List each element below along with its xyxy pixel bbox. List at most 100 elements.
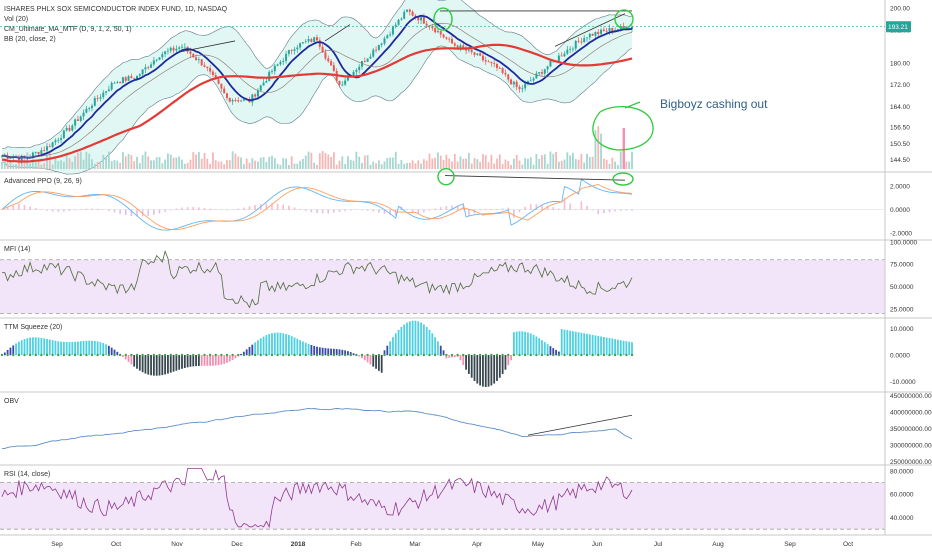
candle-body xyxy=(426,24,428,26)
ppo-histogram-bar xyxy=(249,206,251,210)
squeeze-histogram-bar xyxy=(325,348,327,355)
volume-bar xyxy=(355,152,357,169)
volume-bar xyxy=(451,161,453,169)
volume-bar xyxy=(302,159,304,169)
volume-bar xyxy=(336,165,338,169)
squeeze-histogram-bar xyxy=(389,341,391,355)
volume-bar xyxy=(370,165,372,169)
squeeze-dot xyxy=(350,354,352,356)
volume-bar xyxy=(229,160,231,169)
squeeze-dot xyxy=(507,354,509,356)
volume-bar xyxy=(97,162,99,169)
volume-bar xyxy=(440,156,442,169)
divergence-line xyxy=(445,176,625,181)
ppo-histogram-bar xyxy=(52,210,54,212)
candle-body xyxy=(167,51,169,52)
candle-body xyxy=(594,32,596,36)
squeeze-dot xyxy=(6,354,8,356)
candle-body xyxy=(285,54,287,61)
ppo-histogram-bar xyxy=(29,206,31,210)
ppo-histogram-bar xyxy=(181,208,183,210)
volume-bar xyxy=(133,161,135,169)
squeeze-dot xyxy=(158,354,160,356)
squeeze-histogram-bar xyxy=(254,342,256,355)
indicator-label: BB (20, close, 2) xyxy=(4,36,56,43)
squeeze-dot xyxy=(417,354,419,356)
squeeze-dot xyxy=(395,354,397,356)
volume-bar xyxy=(240,157,242,169)
volume-bar xyxy=(533,165,535,169)
volume-bar xyxy=(282,158,284,169)
candle-body xyxy=(471,49,473,52)
squeeze-histogram-bar xyxy=(55,341,57,356)
ppo-histogram-bar xyxy=(614,210,616,212)
squeeze-histogram-bar xyxy=(479,355,481,385)
candle-body xyxy=(482,56,484,61)
squeeze-dot xyxy=(344,354,346,356)
volume-bar xyxy=(510,165,512,169)
squeeze-dot xyxy=(237,354,239,356)
ppo-histogram-bar xyxy=(12,205,14,210)
squeeze-dot xyxy=(46,354,48,356)
ppo-histogram-bar xyxy=(63,210,65,212)
squeeze-histogram-bar xyxy=(46,339,48,355)
candle-body xyxy=(74,119,76,125)
volume-bar xyxy=(114,160,116,169)
ppo-histogram-bar xyxy=(288,206,290,210)
squeeze-histogram-bar xyxy=(94,341,96,355)
volume-bar xyxy=(128,154,130,169)
ppo-histogram-bar xyxy=(209,209,211,210)
squeeze-dot xyxy=(85,354,87,356)
ppo-histogram-bar xyxy=(558,209,560,210)
squeeze-histogram-bar xyxy=(229,355,231,362)
volume-bar xyxy=(564,160,566,169)
squeeze-dot xyxy=(530,354,532,356)
volume-bar xyxy=(445,155,447,169)
ppo-histogram-bar xyxy=(215,209,217,210)
volume-bar xyxy=(15,164,17,169)
highlight-circle xyxy=(438,169,454,185)
squeeze-histogram-bar xyxy=(235,355,237,358)
squeeze-dot xyxy=(321,354,323,356)
squeeze-dot xyxy=(12,354,14,356)
volume-bar xyxy=(164,160,166,169)
candle-body xyxy=(406,10,408,12)
volume-bar xyxy=(285,159,287,169)
volume-bar xyxy=(555,152,557,169)
ppo-histogram-bar xyxy=(423,210,425,213)
indicator-label: CM_Ultimate_MA_MTF (D, 9, 1, 2, 50, 1) xyxy=(4,26,132,33)
squeeze-histogram-bar xyxy=(550,346,552,355)
candle-body xyxy=(313,37,315,42)
ppo-histogram-bar xyxy=(69,210,71,211)
squeeze-histogram-bar xyxy=(586,334,588,355)
candle-body xyxy=(530,81,532,82)
volume-bar xyxy=(116,161,118,169)
candle-body xyxy=(218,79,220,83)
candle-body xyxy=(395,25,397,27)
squeeze-histogram-bar xyxy=(448,355,450,358)
squeeze-histogram-bar xyxy=(412,321,414,356)
volume-bar xyxy=(206,159,208,169)
squeeze-histogram-bar xyxy=(215,355,217,365)
squeeze-dot xyxy=(181,354,183,356)
volume-bar xyxy=(288,165,290,169)
ppo-histogram-bar xyxy=(221,210,223,211)
candle-body xyxy=(603,30,605,31)
candle-body xyxy=(558,56,560,62)
squeeze-histogram-bar xyxy=(347,351,349,355)
squeeze-histogram-bar xyxy=(271,333,273,355)
candle-body xyxy=(516,82,518,87)
y-tick-label: 60.0000 xyxy=(890,492,914,499)
y-tick-label: 150.50 xyxy=(890,141,910,148)
volume-bar xyxy=(119,163,121,169)
candle-body xyxy=(291,50,293,51)
candle-body xyxy=(260,85,262,90)
volume-bar xyxy=(226,160,228,169)
squeeze-dot xyxy=(423,354,425,356)
volume-bar xyxy=(538,159,540,169)
volume-bar xyxy=(71,162,73,169)
candle-body xyxy=(305,41,307,42)
squeeze-dot xyxy=(586,354,588,356)
squeeze-histogram-bar xyxy=(631,342,633,355)
